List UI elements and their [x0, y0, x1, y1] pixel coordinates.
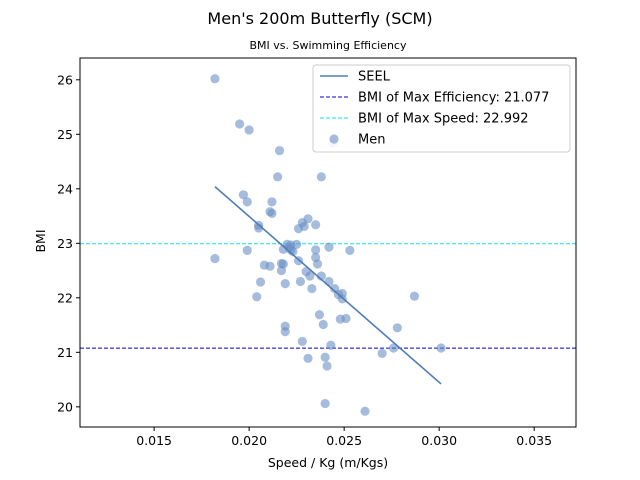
legend-swatch-men: [329, 134, 339, 144]
data-point: [314, 310, 325, 320]
data-point: [324, 242, 334, 252]
data-point: [210, 74, 220, 84]
y-axis: 20 21 22 23 24 25 26: [57, 72, 80, 414]
data-point: [242, 197, 252, 207]
plot-area: [79, 57, 577, 428]
legend: SEEL BMI of Max Efficiency: 21.077 BMI of …: [312, 64, 571, 153]
data-point: [297, 336, 307, 347]
chart-subtitle: BMI vs. Swimming Efficiency: [250, 39, 407, 52]
data-point: [299, 221, 309, 232]
data-point: [320, 398, 330, 409]
x-tick-label: 0.025: [326, 433, 362, 448]
data-point: [316, 172, 326, 182]
data-point: [244, 125, 254, 135]
x-axis-label: Speed / Kg (m/Kgs): [268, 455, 388, 470]
data-point: [360, 406, 370, 416]
y-tick-label: 24: [57, 181, 73, 196]
data-point: [322, 361, 332, 371]
data-point: [436, 343, 446, 353]
data-point: [278, 259, 288, 269]
legend-label: SEEL: [358, 70, 391, 85]
data-point: [267, 197, 277, 207]
chart-title: Men's 200m Butterfly (SCM): [207, 9, 432, 28]
y-tick-label: 20: [57, 399, 73, 414]
plot-frame: [79, 57, 577, 428]
data-point: [303, 214, 313, 224]
data-point: [345, 245, 355, 256]
y-tick-label: 23: [57, 236, 73, 251]
y-axis-label: BMI: [33, 229, 48, 252]
data-point: [312, 259, 323, 269]
data-point: [235, 119, 245, 129]
data-point: [255, 277, 266, 287]
y-tick-label: 25: [57, 127, 73, 142]
data-point: [377, 348, 387, 359]
data-point: [273, 172, 283, 182]
x-axis: 0.015 0.020 0.025 0.030 0.035: [136, 427, 552, 448]
data-point: [311, 220, 321, 230]
data-point: [210, 253, 220, 264]
x-tick-label: 0.030: [421, 433, 457, 448]
legend-label: BMI of Max Speed: 22.992: [358, 112, 529, 127]
data-point: [388, 343, 399, 353]
data-point: [318, 319, 328, 330]
data-point: [274, 146, 285, 156]
data-point: [288, 246, 298, 257]
legend-label: Men: [358, 133, 385, 148]
x-tick-label: 0.015: [136, 433, 172, 448]
data-point: [311, 245, 321, 255]
data-point: [267, 208, 277, 218]
y-tick-label: 22: [57, 290, 73, 305]
data-point: [280, 279, 290, 289]
data-point: [280, 327, 290, 337]
data-point: [238, 190, 249, 200]
legend-label: BMI of Max Efficiency: 21.077: [358, 91, 549, 106]
data-point: [305, 271, 315, 281]
y-tick-label: 26: [57, 72, 73, 87]
data-point: [307, 283, 317, 294]
x-tick-label: 0.035: [516, 433, 552, 448]
data-point: [292, 239, 302, 250]
data-point: [242, 245, 252, 256]
data-point: [252, 292, 262, 302]
data-point: [392, 323, 402, 333]
x-tick-label: 0.020: [231, 433, 267, 448]
legend-box: [312, 64, 571, 153]
data-point: [320, 352, 330, 362]
data-point: [326, 340, 336, 350]
data-point: [295, 276, 306, 287]
seel-line: [214, 186, 442, 385]
y-tick-label: 21: [57, 345, 73, 360]
data-point: [265, 261, 275, 271]
plot-contents: [80, 74, 576, 416]
data-point: [409, 291, 420, 301]
data-point: [303, 353, 313, 363]
data-point: [341, 313, 351, 324]
